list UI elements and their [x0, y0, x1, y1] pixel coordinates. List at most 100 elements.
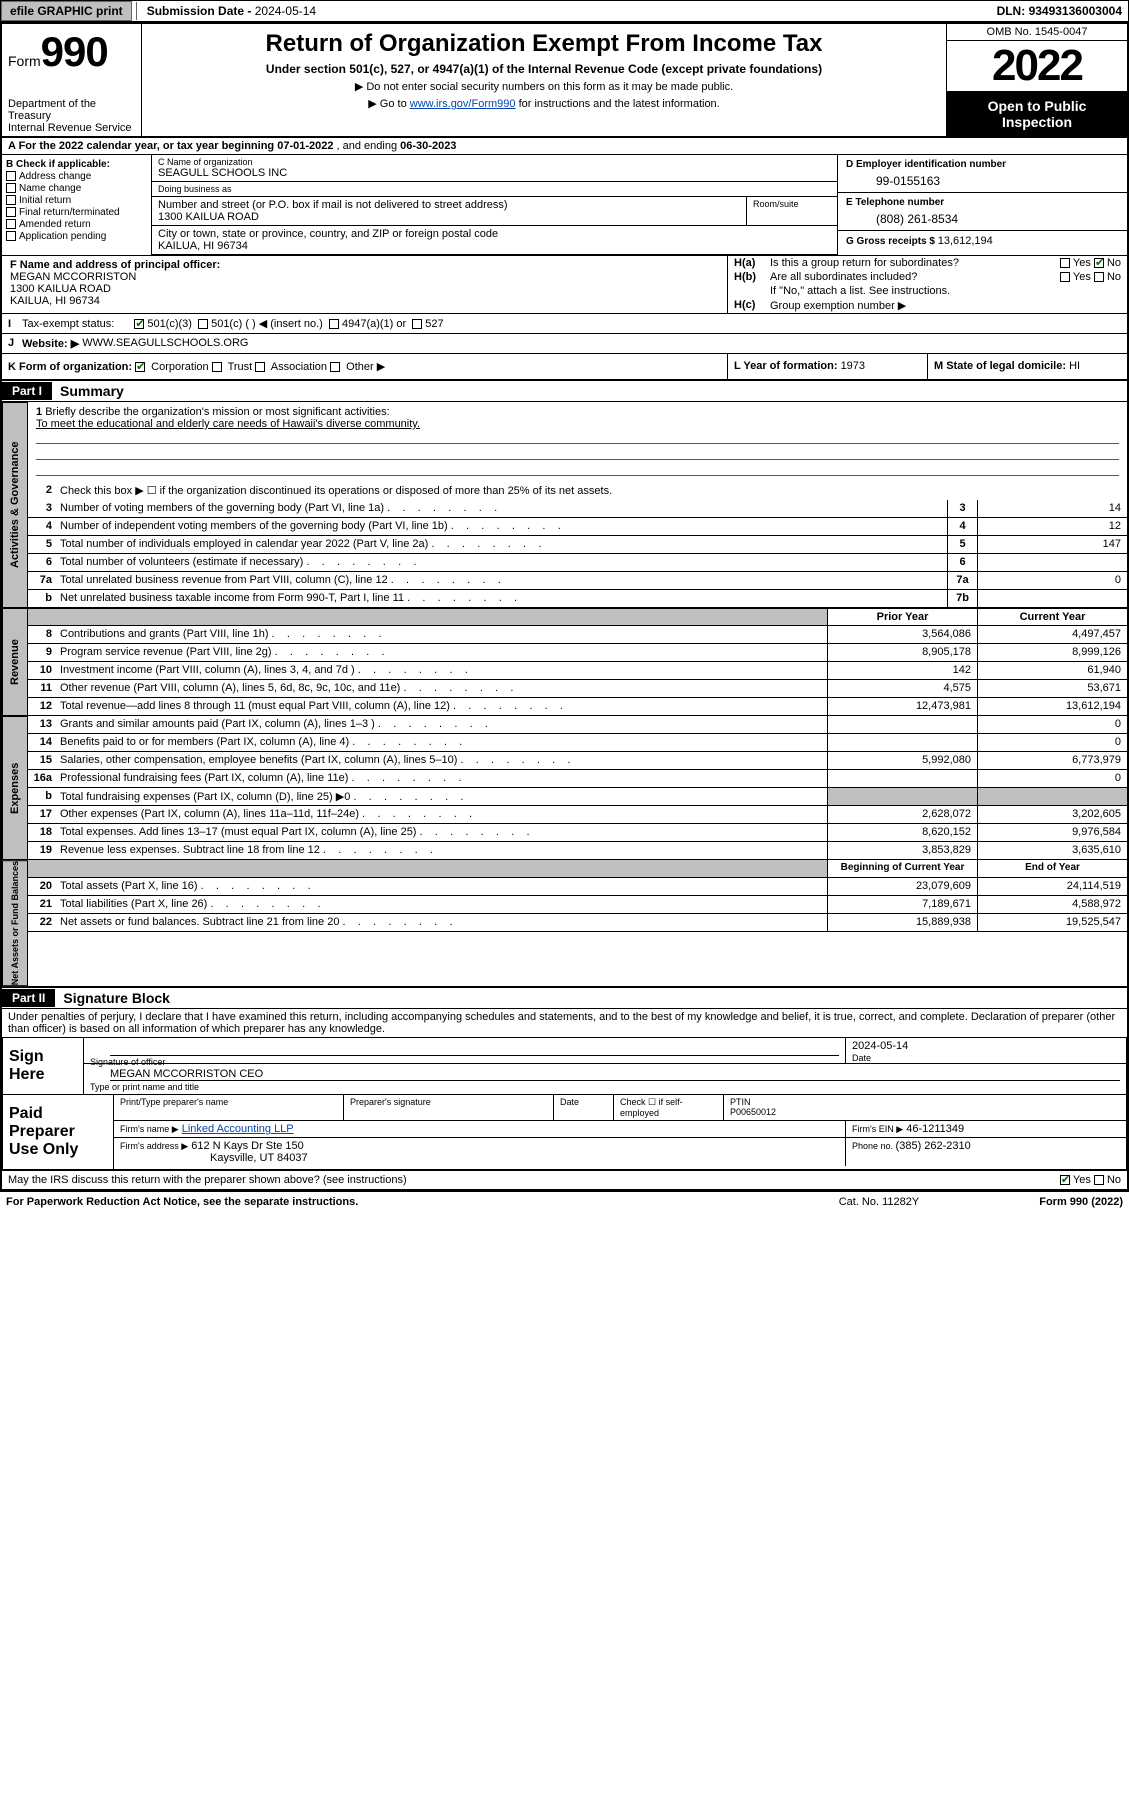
dln: DLN: 93493136003004 — [991, 2, 1128, 20]
chk-trust[interactable] — [212, 362, 222, 372]
line2-num: 2 — [28, 482, 56, 500]
table-row: 8 Contributions and grants (Part VIII, l… — [28, 626, 1127, 644]
prep-date-label: Date — [554, 1095, 614, 1120]
chk-4947[interactable] — [329, 319, 339, 329]
netassets-table: Net Assets or Fund Balances Beginning of… — [2, 860, 1127, 986]
dba-block: Doing business as — [152, 182, 837, 197]
chk-initial-return[interactable]: Initial return — [6, 195, 147, 206]
section-klm: K Form of organization: Corporation Trus… — [2, 354, 1127, 381]
table-row: 10 Investment income (Part VIII, column … — [28, 662, 1127, 680]
revenue-table: Revenue Prior Year Current Year 8 Contri… — [2, 608, 1127, 716]
dept-treasury: Department of the Treasury Internal Reve… — [8, 98, 141, 134]
table-row: 17 Other expenses (Part IX, column (A), … — [28, 806, 1127, 824]
tax-year: 2022 — [947, 41, 1127, 92]
expenses-side-tab: Expenses — [2, 716, 28, 860]
chk-final-return[interactable]: Final return/terminated — [6, 207, 147, 218]
table-row: 6 Total number of volunteers (estimate i… — [28, 554, 1127, 572]
gross-value: 13,612,194 — [938, 235, 993, 247]
efile-print-button[interactable]: efile GRAPHIC print — [1, 1, 132, 21]
governance-table: Activities & Governance 1 Briefly descri… — [2, 402, 1127, 608]
section-e: E Telephone number (808) 261-8534 — [838, 193, 1127, 231]
chk-discuss-yes[interactable] — [1060, 1175, 1070, 1185]
col-begin: Beginning of Current Year — [827, 860, 977, 877]
i-label: I — [8, 318, 22, 330]
chk-name-change[interactable]: Name change — [6, 183, 147, 194]
chk-501c3[interactable] — [134, 319, 144, 329]
firm-addr2: Kaysville, UT 84037 — [210, 1152, 308, 1164]
form-subtitle: Under section 501(c), 527, or 4947(a)(1)… — [148, 62, 940, 76]
ptin-value: P00650012 — [730, 1107, 776, 1117]
paid-preparer-label: Paid Preparer Use Only — [3, 1095, 113, 1169]
ein-value: 99-0155163 — [846, 170, 1119, 188]
part1-header: Part I Summary — [2, 381, 1127, 402]
prep-phone-label: Phone no. — [852, 1141, 896, 1151]
hb-text: Are all subordinates included? — [770, 271, 1060, 283]
ha-checks: Yes No — [1060, 257, 1121, 269]
page-footer: For Paperwork Reduction Act Notice, see … — [0, 1191, 1129, 1212]
chk-assoc[interactable] — [255, 362, 265, 372]
hc-label: H(c) — [734, 299, 770, 312]
hb-checks: Yes No — [1060, 271, 1121, 283]
chk-app-pending[interactable]: Application pending — [6, 231, 147, 242]
part1-title: Summary — [52, 381, 132, 401]
table-row: 7a Total unrelated business revenue from… — [28, 572, 1127, 590]
period-row: A For the 2022 calendar year, or tax yea… — [2, 138, 1127, 155]
chk-discuss-no[interactable] — [1094, 1175, 1104, 1185]
section-b-title: B Check if applicable: — [6, 159, 147, 170]
chk-amended[interactable]: Amended return — [6, 219, 147, 230]
chk-527[interactable] — [412, 319, 422, 329]
signature-block: Sign Here Signature of officer 2024-05-1… — [2, 1037, 1127, 1170]
revenue-side-tab: Revenue — [2, 608, 28, 716]
prep-phone: (385) 262-2310 — [896, 1140, 971, 1152]
part2-title: Signature Block — [55, 988, 178, 1008]
table-row: 18 Total expenses. Add lines 13–17 (must… — [28, 824, 1127, 842]
firm-name[interactable]: Linked Accounting LLP — [182, 1123, 294, 1135]
j-title: Website: ▶ — [22, 337, 79, 350]
table-row: 4 Number of independent voting members o… — [28, 518, 1127, 536]
governance-side-tab: Activities & Governance — [2, 402, 28, 608]
table-row: b Total fundraising expenses (Part IX, c… — [28, 788, 1127, 806]
table-row: 9 Program service revenue (Part VIII, li… — [28, 644, 1127, 662]
form-header: Form990 Department of the Treasury Inter… — [2, 24, 1127, 138]
chk-corp[interactable] — [135, 362, 145, 372]
chk-address-change[interactable]: Address change — [6, 171, 147, 182]
irs-link[interactable]: www.irs.gov/Form990 — [410, 98, 516, 110]
mission-text: To meet the educational and elderly care… — [36, 418, 420, 430]
note1-text: Do not enter social security numbers on … — [366, 81, 733, 93]
form-prefix: Form — [8, 53, 41, 69]
j-label: J — [8, 337, 22, 350]
table-row: 3 Number of voting members of the govern… — [28, 500, 1127, 518]
officer-name: MEGAN MCCORRISTON — [10, 271, 136, 283]
gross-label: G Gross receipts $ — [846, 236, 938, 247]
table-row: 5 Total number of individuals employed i… — [28, 536, 1127, 554]
col-end: End of Year — [977, 860, 1127, 877]
ptin-label: PTIN — [730, 1097, 751, 1107]
row-fh: F Name and address of principal officer:… — [2, 255, 1127, 313]
pra-notice: For Paperwork Reduction Act Notice, see … — [6, 1196, 839, 1208]
phone-label: E Telephone number — [846, 197, 1119, 208]
net-headers: Beginning of Current Year End of Year — [28, 860, 1127, 878]
city-block: City or town, state or province, country… — [152, 226, 837, 255]
line2-text: Check this box ▶ ☐ if the organization d… — [56, 482, 1127, 500]
i-title: Tax-exempt status: — [22, 318, 114, 330]
org-name: SEAGULL SCHOOLS INC — [158, 167, 831, 179]
top-toolbar: efile GRAPHIC print Submission Date - 20… — [0, 0, 1129, 22]
table-row: 13 Grants and similar amounts paid (Part… — [28, 716, 1127, 734]
firm-ein: 46-1211349 — [906, 1123, 964, 1135]
col-current: Current Year — [977, 608, 1127, 625]
chk-501c[interactable] — [198, 319, 208, 329]
period-begin: 07-01-2022 — [277, 140, 333, 152]
entity-block: B Check if applicable: Address change Na… — [2, 155, 1127, 255]
suite-label: Room/suite — [747, 197, 837, 226]
part1-badge: Part I — [2, 382, 52, 400]
street-value: 1300 KAILUA ROAD — [158, 211, 740, 223]
chk-other[interactable] — [330, 362, 340, 372]
submission-value: 2024-05-14 — [255, 4, 316, 18]
org-name-label: C Name of organization — [158, 157, 831, 167]
org-name-block: C Name of organization SEAGULL SCHOOLS I… — [152, 155, 837, 182]
section-i: I Tax-exempt status: 501(c)(3) 501(c) ( … — [2, 313, 1127, 334]
line-1: 1 Briefly describe the organization's mi… — [28, 402, 1127, 482]
table-row: 14 Benefits paid to or for members (Part… — [28, 734, 1127, 752]
section-h: H(a) Is this a group return for subordin… — [727, 256, 1127, 313]
section-m: M State of legal domicile: HI — [927, 354, 1127, 379]
